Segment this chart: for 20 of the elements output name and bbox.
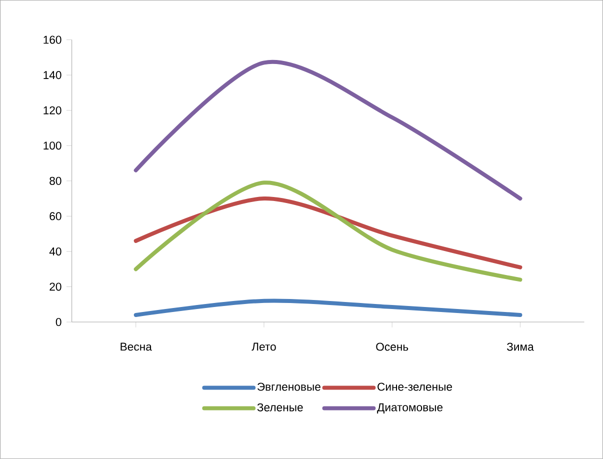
- legend-label: Диатомовые: [377, 403, 443, 414]
- line-series: [134, 60, 522, 201]
- y-tick-label: 0: [56, 318, 62, 326]
- y-tick-label: 120: [44, 106, 62, 114]
- y-tick-label: 160: [44, 36, 62, 44]
- line-series: [134, 180, 522, 282]
- y-tick-label: 40: [49, 248, 62, 256]
- line-series: [134, 196, 522, 270]
- y-tick-label: 140: [44, 71, 62, 80]
- x-tick-label: Весна: [120, 342, 152, 351]
- y-tick-label: 20: [50, 282, 62, 291]
- x-tick-label: Лето: [252, 342, 276, 351]
- y-tick-label: 100: [44, 142, 62, 150]
- y-tick-label: 60: [50, 212, 62, 220]
- x-tick-label: Зима: [506, 342, 534, 351]
- legend-label: Сине-зеленые: [378, 382, 452, 391]
- legend-label: Эвгленовые: [257, 382, 320, 391]
- y-tick-label: 80: [50, 176, 62, 185]
- legend-label: Зеленые: [257, 403, 303, 412]
- x-tick-label: Осень: [376, 342, 408, 351]
